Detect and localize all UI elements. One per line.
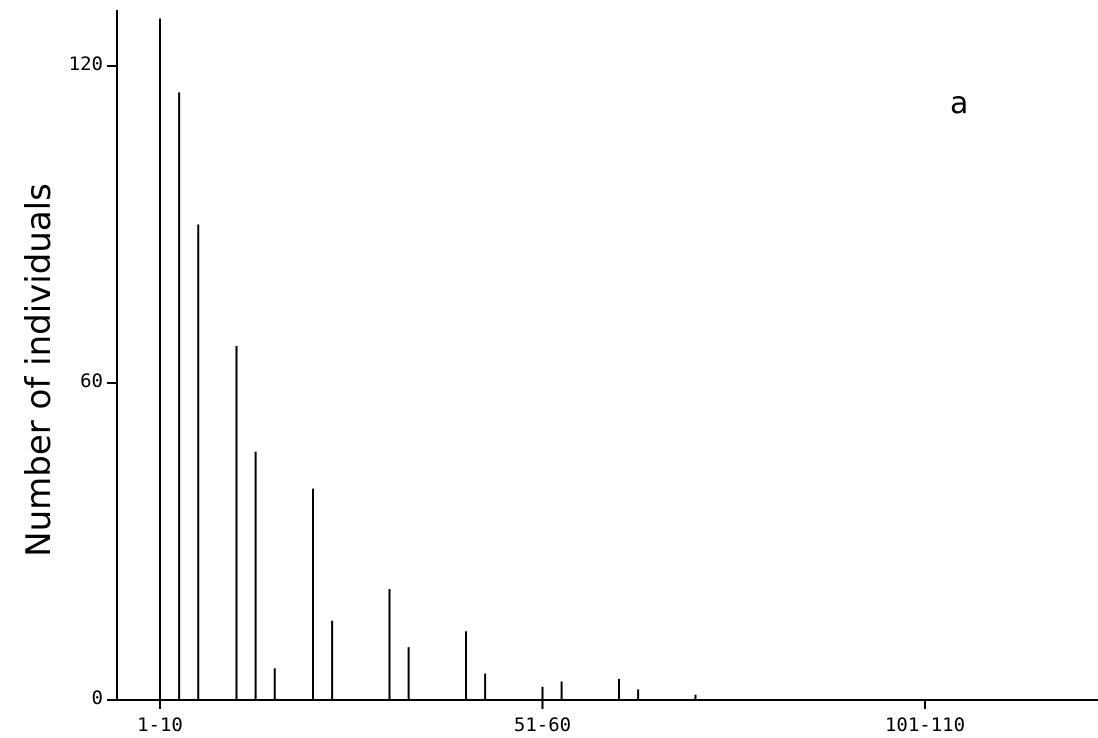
x-tick-label-2: 101-110 <box>885 714 965 734</box>
x-tick-label-1: 51-60 <box>514 714 571 734</box>
chart-marks <box>159 18 697 700</box>
y-tick-label-0: 0 <box>92 687 103 709</box>
x-ticks: 1-10 51-60 101-110 <box>137 700 965 736</box>
x-tick-label-0: 1-10 <box>137 714 183 734</box>
y-tick-label-2: 120 <box>69 53 103 75</box>
y-ticks: 0 60 120 <box>69 53 117 709</box>
panel-label: a <box>950 86 968 121</box>
y-tick-label-1: 60 <box>80 370 103 392</box>
y-axis-label: Number of individuals <box>19 183 59 557</box>
